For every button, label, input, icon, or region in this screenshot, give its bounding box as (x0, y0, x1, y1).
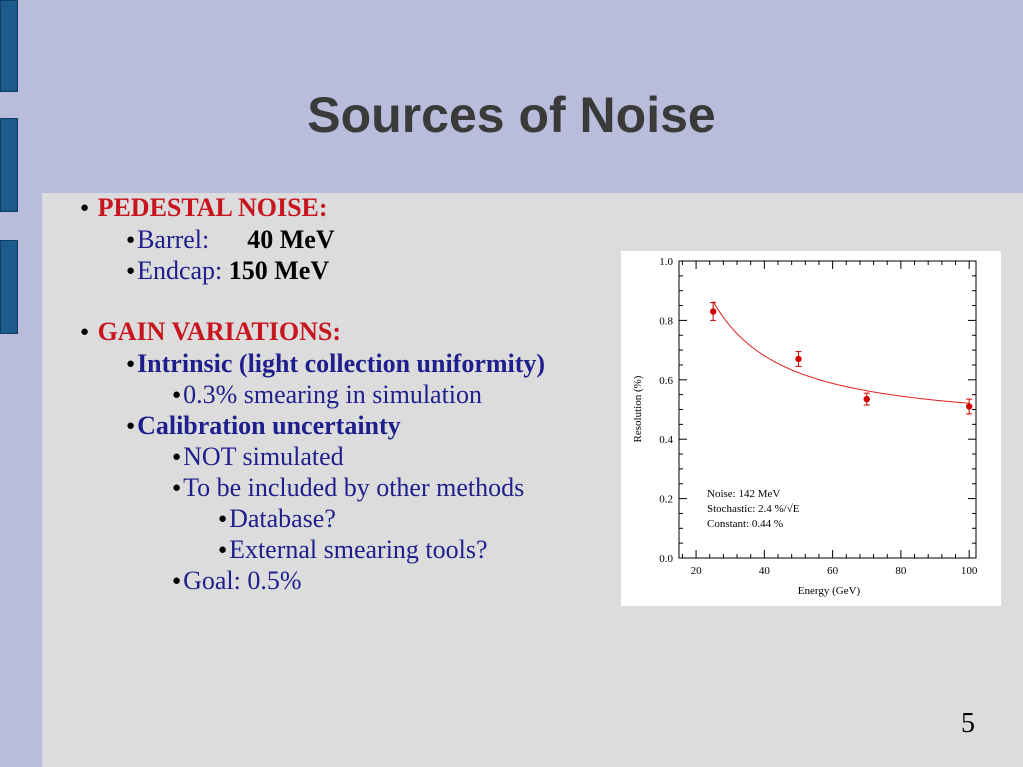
x-tick-label: 100 (961, 565, 978, 577)
bullet-dot: ● (80, 324, 90, 341)
x-tick-label: 80 (895, 565, 907, 577)
slide-title: Sources of Noise (307, 87, 716, 143)
bullet-not-simulated: ●NOT simulated (172, 442, 344, 471)
bullet-dot: ● (172, 480, 182, 497)
resolution-chart-svg: 20 40 60 80 100 0.0 0.2 0.4 0.6 0.8 1.0 Energy (Ge… (632, 256, 978, 597)
y-tick-label: 0.0 (659, 553, 673, 565)
y-tick-label: 0.2 (659, 494, 673, 506)
bullet-dot: ● (126, 232, 136, 249)
bullet-dot: ● (80, 200, 90, 217)
data-point (795, 355, 802, 363)
bullet-smearing: ●0.3% smearing in simulation (172, 380, 483, 409)
sidebar-tab-1 (0, 0, 18, 92)
y-tick-label: 1.0 (659, 256, 673, 268)
bullet-dot: ● (218, 542, 228, 559)
resolution-chart: 20 40 60 80 100 0.0 0.2 0.4 0.6 0.8 1.0 Energy (Ge… (621, 251, 1001, 606)
bullet-database: ●Database? (218, 504, 336, 533)
bullet-dot: ● (172, 449, 182, 466)
y-tick-label: 0.4 (659, 434, 673, 446)
y-tick-label: 0.8 (659, 315, 673, 327)
bullet-dot: ● (172, 387, 182, 404)
bullet-gain: ● GAIN VARIATIONS: (80, 317, 342, 346)
page-number: 5 (961, 708, 975, 739)
data-point (965, 403, 973, 410)
data-points (709, 302, 973, 415)
bullet-dot: ● (172, 573, 182, 590)
bullet-dot: ● (126, 418, 136, 435)
sidebar-tab-2 (0, 118, 18, 212)
axis-ticks (679, 260, 976, 559)
bullet-to-be-included: ●To be included by other methods (172, 473, 525, 502)
bullet-external: ●External smearing tools? (218, 535, 488, 564)
bullet-calibration: ●Calibration uncertainty (126, 411, 401, 440)
y-tick-label: 0.6 (659, 375, 673, 387)
x-tick-label: 60 (827, 565, 839, 577)
data-point (709, 308, 717, 315)
annotation-constant: Constant: 0.44 % (707, 518, 783, 530)
bullet-goal: ●Goal: 0.5% (172, 566, 302, 595)
bullet-pedestal: ● PEDESTAL NOISE: (80, 193, 328, 222)
bullet-dot: ● (218, 511, 228, 528)
bullet-barrel: ●Barrel: 40 MeV (126, 225, 335, 254)
axis-tick-labels: 20 40 60 80 100 0.0 0.2 0.4 0.6 0.8 1.0 (659, 256, 978, 577)
fit-curve (712, 301, 970, 404)
bullet-dot: ● (126, 356, 136, 373)
x-axis-label: Energy (GeV) (798, 585, 861, 597)
y-axis-label: Resolution (%) (632, 375, 644, 442)
bullet-endcap: ●Endcap: 150 MeV (126, 256, 330, 285)
annotation-stochastic: Stochastic: 2.4 %/√E (707, 503, 800, 515)
data-point (863, 395, 870, 403)
bullet-dot: ● (126, 263, 136, 280)
x-tick-label: 40 (759, 565, 771, 577)
sidebar-tab-3 (0, 240, 18, 334)
x-tick-label: 20 (691, 565, 703, 577)
bullet-intrinsic: ●Intrinsic (light collection uniformity) (126, 349, 546, 378)
annotation-noise: Noise: 142 MeV (707, 488, 780, 500)
